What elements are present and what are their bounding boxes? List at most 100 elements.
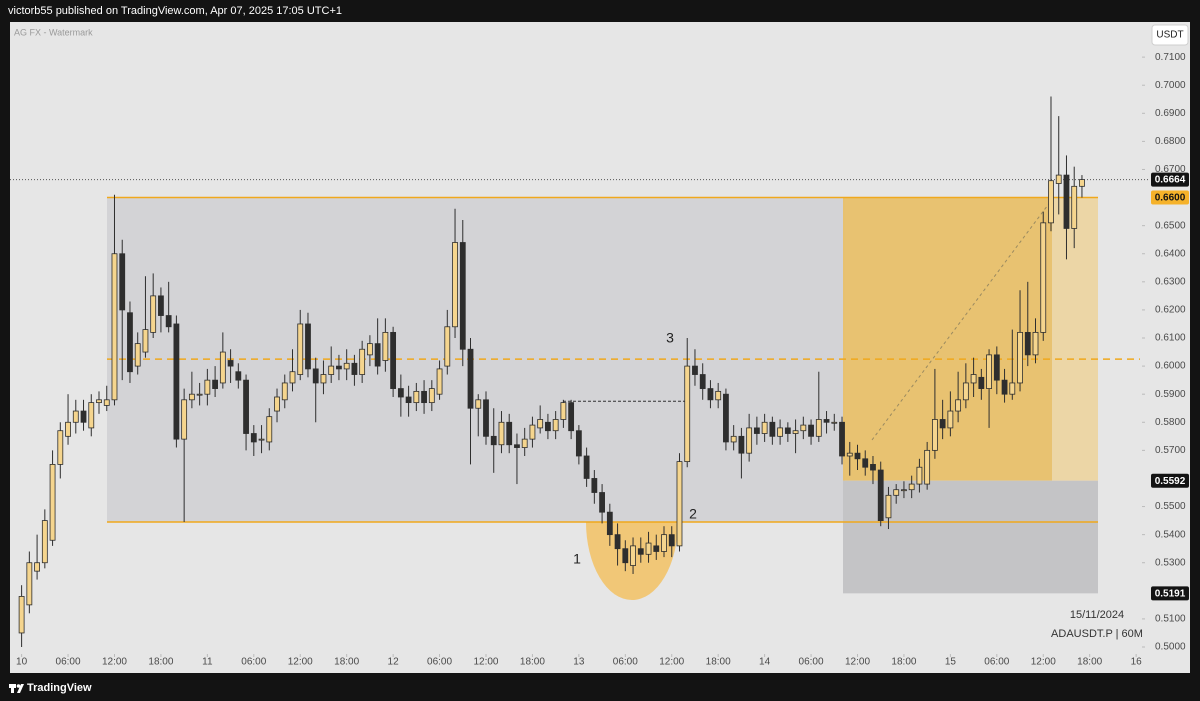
y-tick-label: 0.5700 <box>1155 445 1186 456</box>
symbol: ADAUSDT.P | 60M <box>1051 628 1143 640</box>
y-tick-label: 0.6100 <box>1155 333 1186 344</box>
y-tick-label: 0.6000 <box>1155 361 1186 372</box>
x-tick-label: 11 <box>202 657 213 668</box>
y-tick-label: 0.7000 <box>1155 80 1186 91</box>
candle-body <box>413 390 420 404</box>
candle-body <box>521 438 528 448</box>
candle-body <box>212 379 219 389</box>
candle-body <box>336 365 342 370</box>
candle-body <box>274 396 280 412</box>
price-label-box <box>1151 190 1189 205</box>
candle-body <box>784 427 791 434</box>
plot-layer: 0.5000 0.5100 0.5300 0.5400 0.5500 0.5700 0.58… <box>10 52 1189 668</box>
candle-body <box>444 326 451 367</box>
candle-body <box>258 438 265 441</box>
x-tick-label: 18:00 <box>1077 657 1102 668</box>
y-tick-label: 0.5500 <box>1155 501 1186 512</box>
candle-body <box>158 295 164 316</box>
x-tick-label: 18:00 <box>520 657 545 668</box>
candle-body <box>188 393 195 401</box>
x-tick-label: 18:00 <box>706 657 731 668</box>
x-tick-label: 13 <box>573 657 585 668</box>
y-tick-label: 0.5900 <box>1155 389 1186 400</box>
x-tick-label: 12:00 <box>659 657 684 668</box>
candle-body <box>204 379 211 395</box>
x-tick-label: 12:00 <box>102 657 127 668</box>
y-tick-label: 0.5300 <box>1155 557 1186 568</box>
currency[interactable]: USDT <box>1156 30 1183 41</box>
candle-body <box>65 421 71 437</box>
candle-body <box>916 466 923 485</box>
x-tick-label: 12:00 <box>288 657 313 668</box>
candle-body <box>1009 382 1016 395</box>
logo <box>9 684 24 693</box>
candle-body <box>436 368 443 395</box>
candle-body <box>351 362 358 375</box>
candle-body <box>250 433 257 443</box>
candle-body <box>955 399 962 412</box>
y-tick-label: 0.5800 <box>1155 417 1186 428</box>
x-tick-label: 12 <box>388 657 400 668</box>
candle-body <box>26 562 33 606</box>
footer-brand[interactable]: TradingView <box>27 682 92 694</box>
candle-body <box>893 489 900 496</box>
logo-part <box>17 684 24 693</box>
watermark: AG FX - Watermark <box>14 27 93 37</box>
logo-part <box>11 684 14 693</box>
x-tick-label: 18:00 <box>148 657 173 668</box>
candle-body <box>1055 174 1062 184</box>
date-label: 15/11/2024 <box>1070 609 1124 621</box>
candle-body <box>343 362 350 370</box>
price-label: 0.5191 <box>1155 588 1186 599</box>
currency-box[interactable] <box>1151 24 1189 46</box>
candle-body <box>305 323 311 370</box>
candle-body <box>877 469 884 521</box>
candle-body <box>738 435 745 454</box>
candle-body <box>103 399 110 406</box>
candle-body <box>119 253 126 311</box>
candle-body <box>490 435 497 446</box>
candle-body <box>715 390 722 401</box>
candle-body <box>34 562 40 572</box>
x-tick-label: 18:00 <box>334 657 359 668</box>
candle-body <box>552 419 559 432</box>
candle-body <box>746 427 753 454</box>
candle-body <box>839 421 845 457</box>
candle-body <box>196 393 203 396</box>
candle-body <box>939 419 946 429</box>
candle-body <box>676 461 683 547</box>
candle-body <box>320 374 327 384</box>
candle-body <box>924 449 931 485</box>
candle-body <box>405 396 412 404</box>
candle-body <box>753 427 760 434</box>
annotation: 1 <box>573 551 581 567</box>
candle-body <box>692 365 698 375</box>
trend-path <box>871 199 1053 441</box>
x-tick-label: 06:00 <box>427 657 452 668</box>
candle-body <box>978 376 985 389</box>
candle-body <box>668 534 675 547</box>
candle-body <box>374 343 381 367</box>
price-label: 0.6664 <box>1155 175 1186 186</box>
candle-body <box>428 388 435 404</box>
candle-body <box>761 421 768 434</box>
x-tick-label: 18:00 <box>891 657 916 668</box>
candle-body <box>1017 331 1023 384</box>
candle-body <box>684 365 691 463</box>
price-label: 0.5592 <box>1155 476 1186 487</box>
candle-body <box>947 410 954 429</box>
candle-body <box>699 374 706 389</box>
candle-body <box>599 492 605 513</box>
candle-body <box>49 464 56 541</box>
candle-body <box>792 430 799 434</box>
candle-body <box>931 419 938 451</box>
candle-body <box>96 399 102 404</box>
candle-body <box>560 402 567 420</box>
price-label-box <box>1151 172 1189 187</box>
candle-body <box>823 419 830 423</box>
candle-body <box>181 399 188 440</box>
candle-body <box>475 399 482 409</box>
target-zone-ext <box>1052 197 1098 481</box>
x-tick-label: 06:00 <box>56 657 81 668</box>
